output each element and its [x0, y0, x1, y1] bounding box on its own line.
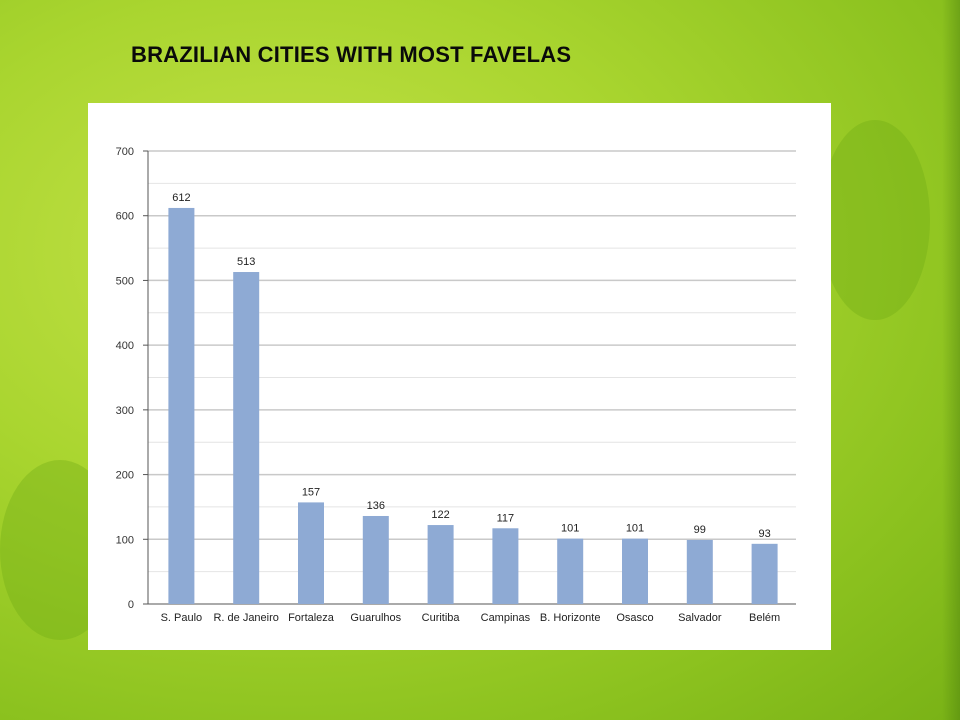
data-label: 99: [694, 524, 706, 536]
y-tick-label: 600: [116, 211, 134, 223]
y-tick-label: 500: [116, 275, 134, 287]
x-tick-label: B. Horizonte: [540, 612, 601, 624]
data-label: 93: [758, 528, 770, 540]
map-shape-decoration: [820, 120, 930, 320]
bar: [686, 539, 713, 604]
data-label: 136: [367, 500, 385, 512]
x-tick-label: Campinas: [481, 612, 531, 624]
bar: [622, 538, 648, 604]
bar: [168, 207, 195, 604]
x-tick-label: Salvador: [678, 612, 722, 624]
chart-panel: 0 100 200 300 400 500 600 700 612 S. Paulo 513 R. d…: [88, 103, 831, 650]
data-label: 101: [561, 523, 579, 535]
bar: [233, 272, 260, 604]
bar: [298, 502, 324, 604]
data-label: 513: [237, 256, 255, 268]
slide-title: BRAZILIAN CITIES WITH MOST FAVELAS: [131, 42, 572, 67]
bar: [751, 543, 778, 604]
data-label: 122: [431, 509, 449, 521]
bar: [362, 515, 389, 604]
x-tick-label: R. de Janeiro: [213, 612, 278, 624]
y-tick-label: 200: [116, 470, 134, 482]
y-tick-label: 300: [116, 405, 134, 417]
slide-frame: [942, 0, 960, 720]
x-tick-label: S. Paulo: [161, 612, 203, 624]
y-tick-label: 0: [128, 599, 134, 611]
x-tick-label: Fortaleza: [288, 612, 335, 624]
x-tick-label: Curitiba: [422, 612, 461, 624]
y-tick-label: 700: [116, 146, 134, 158]
bar: [492, 528, 519, 604]
x-tick-label: Guarulhos: [350, 612, 401, 624]
y-tick-label: 100: [116, 534, 134, 546]
bar: [427, 525, 454, 604]
data-label: 157: [302, 486, 320, 498]
bar: [557, 538, 584, 604]
data-label: 101: [626, 523, 644, 535]
y-tick-label: 400: [116, 340, 134, 352]
bar-chart: 0 100 200 300 400 500 600 700 612 S. Paulo 513 R. d…: [116, 146, 796, 624]
data-label: 612: [172, 192, 190, 204]
x-tick-label: Belém: [749, 612, 780, 624]
x-tick-label: Osasco: [616, 612, 653, 624]
data-label: 117: [497, 512, 515, 524]
